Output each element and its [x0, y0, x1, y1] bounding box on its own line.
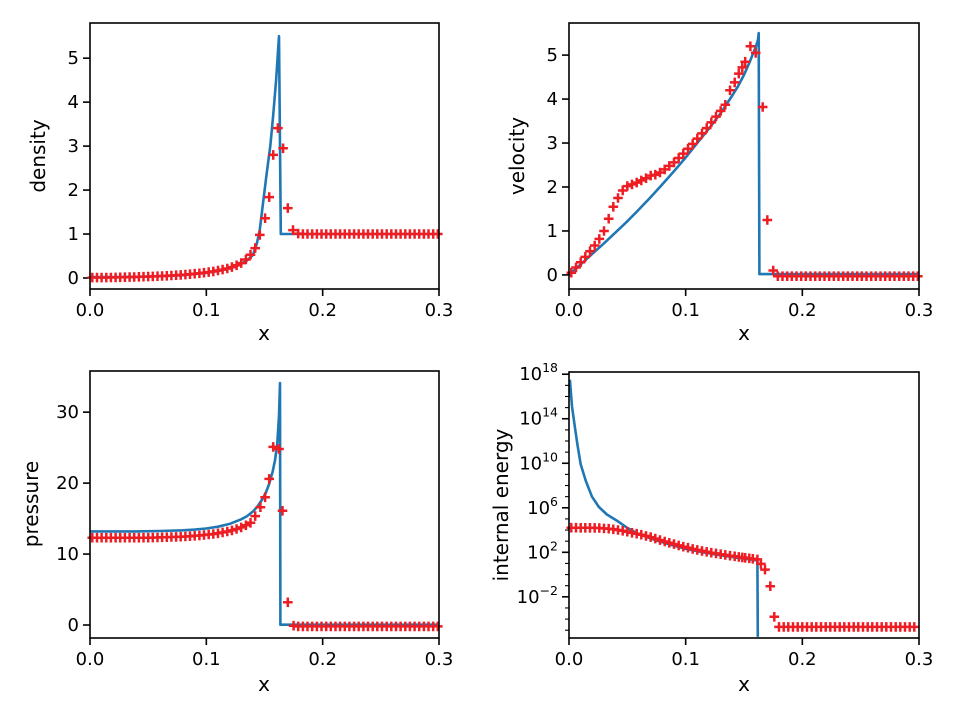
internal-energy-ytick-label: 10−2: [517, 583, 558, 608]
velocity-ytick-label: 4: [547, 89, 558, 110]
internal-energy-xtick-label: 0.2: [788, 649, 817, 670]
internal-energy-analytic-line: [569, 379, 760, 637]
density-subplot: 0.0 0.1 0.2 0.3 0 1 2 3 4 5: [68, 22, 454, 321]
internal-energy-xtick-label: 0.0: [555, 649, 584, 670]
density-ytick-label: 4: [68, 92, 79, 113]
velocity-ylabel: velocity: [505, 116, 529, 196]
density-axes: [83, 57, 440, 296]
internal-energy-ytick-label: 102: [527, 538, 558, 563]
velocity-ytick-label: 2: [547, 177, 558, 198]
density-analytic-line: [90, 34, 438, 279]
pressure-xtick-label: 0.0: [76, 649, 105, 670]
pressure-xtick-label: 0.2: [308, 649, 337, 670]
velocity-spines: [568, 22, 920, 290]
pressure-ytick-label: 20: [56, 473, 79, 494]
pressure-particle-markers: [87, 442, 443, 632]
pressure-xtick-label: 0.3: [425, 649, 454, 670]
internal-energy-axes: [562, 373, 920, 645]
density-particle-markers: [87, 123, 443, 283]
density-ytick-label: 0: [68, 268, 79, 289]
internal-energy-spines: [568, 371, 920, 639]
velocity-xtick-label: 0.0: [555, 300, 584, 321]
internal-energy-xlabel: x: [738, 672, 750, 696]
velocity-ytick-label: 0: [547, 265, 558, 286]
internal-energy-subplot: 0.0 0.1 0.2 0.3 10−2 102 106 1010 1014 1018: [517, 360, 934, 670]
velocity-ytick-label: 1: [547, 221, 558, 242]
pressure-ytick-label: 30: [56, 402, 79, 423]
velocity-xtick-label: 0.3: [905, 300, 934, 321]
density-xlabel: x: [258, 321, 270, 345]
density-ytick-label: 5: [68, 48, 79, 69]
density-ytick-label: 3: [68, 136, 79, 157]
velocity-particle-markers: [566, 41, 923, 281]
density-ytick-label: 1: [68, 224, 79, 245]
velocity-xtick-label: 0.2: [788, 300, 817, 321]
density-xtick-label: 0.3: [425, 300, 454, 321]
pressure-ytick-label: 0: [68, 615, 79, 636]
internal-energy-ylabel: internal energy: [489, 428, 513, 582]
pressure-axes: [83, 411, 440, 645]
internal-energy-xtick-label: 0.1: [671, 649, 700, 670]
velocity-xlabel: x: [738, 321, 750, 345]
velocity-ytick-label: 5: [547, 45, 558, 66]
density-ytick-label: 2: [68, 180, 79, 201]
pressure-spines: [89, 370, 440, 639]
internal-energy-ytick-label: 1010: [519, 449, 558, 474]
velocity-subplot: 0.0 0.1 0.2 0.3 0 1 2 3 4 5: [547, 22, 934, 321]
velocity-xtick-label: 0.1: [671, 300, 700, 321]
density-xtick-label: 0.1: [192, 300, 221, 321]
velocity-ytick-label: 3: [547, 133, 558, 154]
density-xtick-label: 0.0: [76, 300, 105, 321]
pressure-subplot: 0.0 0.1 0.2 0.3 0 10 20 30: [56, 370, 454, 670]
internal-energy-xtick-label: 0.3: [905, 649, 934, 670]
pressure-ytick-label: 10: [56, 544, 79, 565]
pressure-ylabel: pressure: [19, 460, 43, 548]
pressure-analytic-line: [90, 381, 438, 627]
density-xtick-label: 0.2: [308, 300, 337, 321]
density-spines: [89, 22, 440, 290]
internal-energy-ytick-label: 1014: [519, 405, 558, 430]
internal-energy-ytick-label: 1018: [519, 360, 558, 385]
density-ylabel: density: [26, 119, 50, 193]
internal-energy-particle-markers: [566, 522, 920, 632]
pressure-xlabel: x: [258, 672, 270, 696]
velocity-axes: [562, 54, 920, 296]
pressure-xtick-label: 0.1: [192, 649, 221, 670]
internal-energy-ytick-label: 106: [527, 494, 558, 519]
